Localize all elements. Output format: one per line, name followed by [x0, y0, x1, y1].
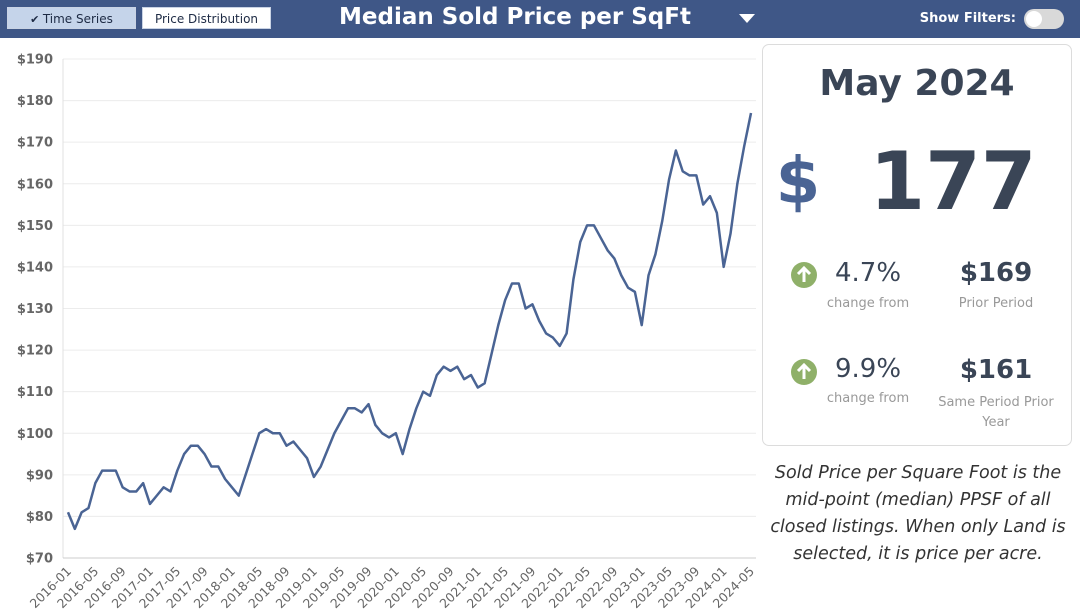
- current-value: 177: [869, 135, 1037, 228]
- price-line: [66, 112, 753, 531]
- up-arrow-icon: [791, 359, 817, 385]
- comparison-label: Same Period Prior Year: [938, 395, 1054, 430]
- change-label: change from: [826, 296, 910, 311]
- change-label: change from: [826, 391, 910, 406]
- tab-label: Price Distribution: [154, 12, 259, 26]
- y-tick-label: $170: [17, 136, 53, 151]
- top-bar: ✔ Time Series Price Distribution Median …: [0, 0, 1080, 38]
- y-tick-label: $120: [17, 344, 53, 359]
- y-tick-label: $160: [17, 177, 53, 192]
- time-series-tab[interactable]: ✔ Time Series: [7, 7, 136, 29]
- period: May 2024: [819, 63, 1015, 104]
- chart: $70 $80 $90 $100 $110 $120 $130 $140 $150 $160 $17…: [17, 53, 757, 611]
- y-tick-label: $70: [26, 552, 53, 567]
- y-tick-label: $130: [17, 302, 53, 317]
- page-title: Median Sold Price per SqFt: [339, 4, 691, 30]
- y-tick-label: $80: [26, 510, 53, 525]
- comparison-amount: $169: [959, 258, 1033, 288]
- y-tick-label: $140: [17, 260, 53, 275]
- dropdown-arrow[interactable]: [738, 13, 756, 25]
- filters-label: Show Filters:: [919, 11, 1016, 26]
- y-tick-label: $90: [26, 468, 53, 483]
- y-tick-label: $180: [17, 94, 53, 109]
- filter-toggle[interactable]: [1023, 8, 1065, 30]
- price-distribution-tab[interactable]: Price Distribution: [142, 7, 271, 29]
- note: Sold Price per Square Foot is the mid-po…: [770, 463, 1066, 564]
- tab-label: Time Series: [42, 12, 113, 26]
- change-percent: 9.9%: [834, 354, 902, 384]
- comparison-amount: $161: [959, 355, 1033, 385]
- currency-symbol: $: [775, 145, 821, 219]
- y-tick-label: $190: [17, 53, 53, 68]
- y-tick-label: $100: [17, 427, 53, 442]
- y-tick-label: $110: [17, 385, 53, 400]
- y-tick-label: $150: [17, 219, 53, 234]
- summary-card: May 2024 $ 177 4.7% change from $169 Pri…: [762, 44, 1072, 446]
- change-percent: 4.7%: [834, 258, 902, 288]
- up-arrow-icon: [791, 262, 817, 288]
- comparison-label: Prior Period: [958, 296, 1034, 311]
